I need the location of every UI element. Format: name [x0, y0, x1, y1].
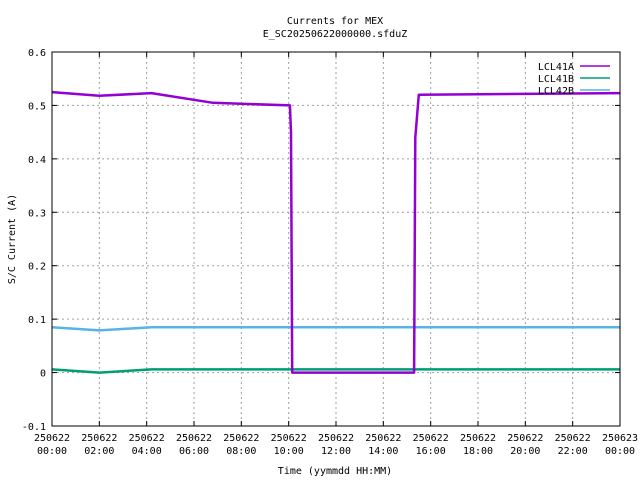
x-tick-label-time: 14:00 — [368, 446, 398, 457]
x-tick-label-date: 250622 — [555, 433, 591, 444]
x-tick-label-time: 18:00 — [463, 446, 493, 457]
y-tick-label: 0.1 — [28, 315, 46, 326]
x-tick-label-date: 250622 — [507, 433, 543, 444]
x-tick-label-date: 250622 — [81, 433, 117, 444]
x-tick-label-time: 08:00 — [226, 446, 256, 457]
x-tick-label-date: 250622 — [129, 433, 165, 444]
x-tick-label-date: 250622 — [223, 433, 259, 444]
y-tick-label: 0.6 — [28, 48, 46, 59]
series-group — [51, 90, 621, 374]
y-tick-label: 0.5 — [28, 101, 46, 112]
x-tick-label-time: 04:00 — [132, 446, 162, 457]
legend-label: LCL41B — [538, 74, 574, 85]
x-tick-label-time: 16:00 — [416, 446, 446, 457]
legend-label: LCL41A — [538, 62, 574, 73]
x-tick-label-time: 00:00 — [37, 446, 67, 457]
x-tick-label-time: 12:00 — [321, 446, 351, 457]
x-tick-label-time: 02:00 — [84, 446, 114, 457]
x-tick-label-time: 20:00 — [510, 446, 540, 457]
x-tick-label-time: 22:00 — [558, 446, 588, 457]
chart-subtitle: E_SC20250622000000.sfduZ — [263, 29, 408, 40]
y-tick-label: 0 — [40, 369, 46, 380]
x-tick-label-date: 250622 — [318, 433, 354, 444]
y-tick-label: -0.1 — [22, 422, 46, 433]
axis-ticks: -0.1 0 0.1 0.2 0.3 0.4 0.5 0.6 250622 00:00 250622… — [22, 48, 638, 457]
x-tick-label-date: 250622 — [34, 433, 70, 444]
x-tick-label-time: 06:00 — [179, 446, 209, 457]
y-tick-label: 0.4 — [28, 155, 46, 166]
x-tick-label-date: 250622 — [460, 433, 496, 444]
x-tick-label-date: 250622 — [271, 433, 307, 444]
chart-title: Currents for MEX — [287, 16, 383, 27]
legend-label: LCL42B — [538, 86, 574, 97]
x-tick-label-date: 250622 — [365, 433, 401, 444]
x-tick-label-date: 250622 — [176, 433, 212, 444]
y-axis-label: S/C Current (A) — [7, 194, 18, 284]
y-tick-label: 0.2 — [28, 262, 46, 273]
x-tick-label-date: 250622 — [413, 433, 449, 444]
series-line-lcl41b — [51, 368, 620, 374]
series-line-lcl41a — [51, 90, 621, 374]
y-tick-label: 0.3 — [28, 208, 46, 219]
grid-lines — [52, 52, 620, 426]
x-tick-label-time: 00:00 — [605, 446, 635, 457]
x-axis-label: Time (yymmdd HH:MM) — [278, 466, 392, 477]
x-tick-label-time: 10:00 — [274, 446, 304, 457]
series-line-lcl42b — [51, 325, 620, 332]
x-tick-label-date: 250623 — [602, 433, 638, 444]
